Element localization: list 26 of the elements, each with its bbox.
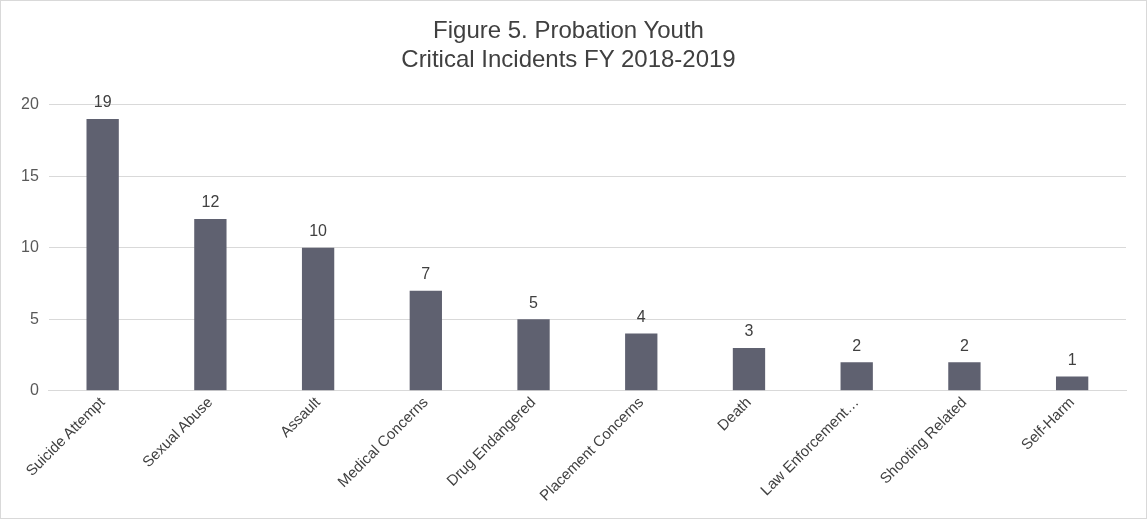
bar — [840, 362, 873, 391]
data-label: 3 — [744, 322, 754, 340]
bar — [732, 347, 766, 391]
bar — [948, 362, 981, 391]
chart-title: Figure 5. Probation Youth Critical Incidents FY 2018-2019 — [401, 16, 736, 72]
y-tick-label: 0 — [29, 381, 39, 399]
data-label: 19 — [93, 93, 112, 111]
y-tick-label: 10 — [21, 238, 39, 256]
y-tick-label: 5 — [29, 309, 39, 327]
data-label: 2 — [852, 336, 862, 354]
data-label: 1 — [1067, 350, 1077, 368]
bar — [517, 319, 550, 391]
bar — [409, 290, 442, 391]
bar — [1055, 376, 1089, 391]
y-tick-label: 20 — [21, 95, 39, 113]
bar — [301, 247, 335, 391]
bar — [194, 219, 227, 391]
data-label: 7 — [421, 265, 431, 283]
bar — [625, 333, 658, 391]
bar — [86, 118, 119, 391]
data-label: 12 — [201, 193, 220, 211]
data-label: 5 — [529, 293, 539, 311]
y-tick-label: 15 — [21, 166, 39, 184]
data-label: 4 — [636, 307, 646, 325]
data-label: 10 — [309, 222, 328, 240]
data-label: 2 — [959, 336, 969, 354]
